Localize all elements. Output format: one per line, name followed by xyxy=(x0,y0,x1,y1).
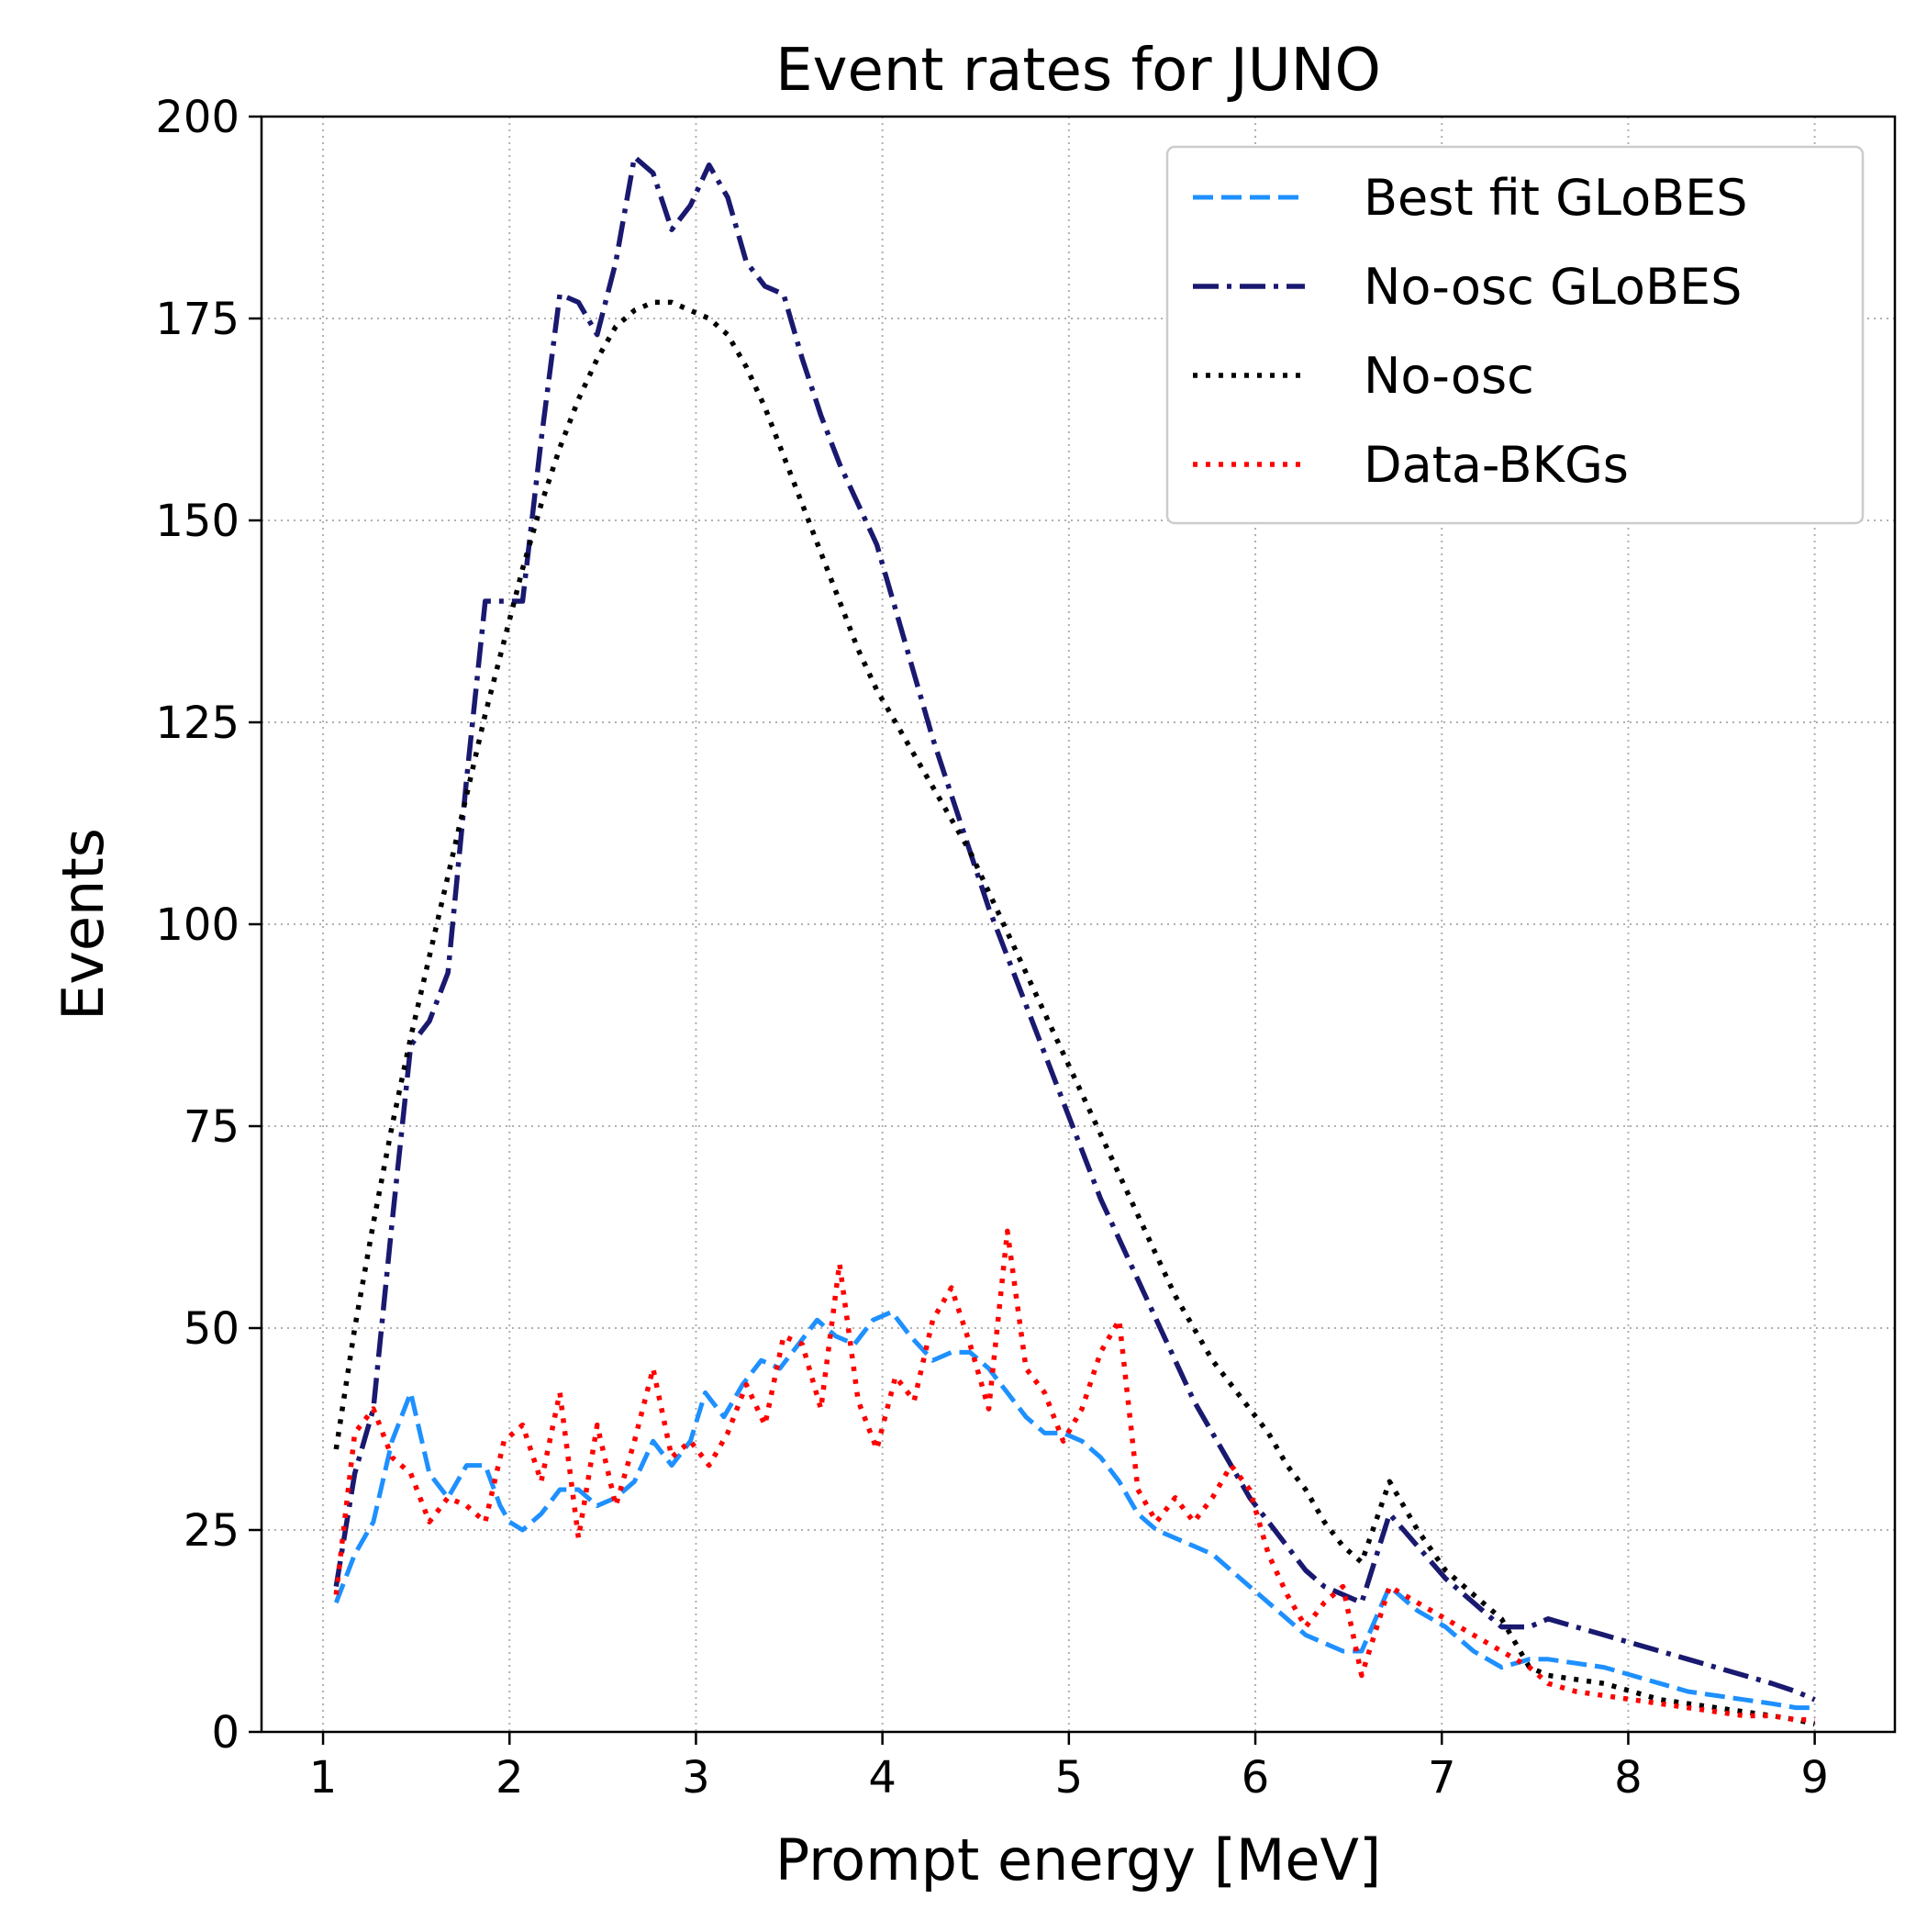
y-tick-label: 150 xyxy=(155,496,239,547)
legend-label: Best fit GLoBES xyxy=(1364,169,1748,227)
axis-ticks: 1 2 3 4 5 6 7 8 9 0 25 50 75 100 125 150 175 200 xyxy=(155,92,1829,1804)
x-tick-label: 6 xyxy=(1242,1752,1270,1804)
series-line-no-osc-globes xyxy=(333,154,1816,1703)
y-tick-label: 25 xyxy=(184,1505,239,1557)
x-tick-label: 5 xyxy=(1055,1752,1084,1804)
series-line-best-fit-globes xyxy=(333,1309,1815,1711)
x-axis-label: Prompt energy [MeV] xyxy=(775,1826,1381,1893)
x-tick-label: 7 xyxy=(1428,1752,1456,1804)
legend-label: No-osc xyxy=(1364,347,1534,405)
y-tick-label: 0 xyxy=(211,1707,239,1759)
y-tick-label: 100 xyxy=(155,899,239,951)
chart-title: Event rates for JUNO xyxy=(775,37,1381,105)
y-axis-label: Events xyxy=(50,828,117,1021)
x-tick-label: 4 xyxy=(868,1752,897,1804)
data-series xyxy=(333,154,1816,1726)
series-line-data-bkgs xyxy=(333,1228,1815,1723)
x-tick-label: 3 xyxy=(682,1752,710,1804)
x-tick-label: 1 xyxy=(309,1752,338,1804)
legend-label: No-osc GLoBES xyxy=(1364,258,1742,316)
legend-box xyxy=(1165,145,1865,525)
x-tick-label: 9 xyxy=(1800,1752,1829,1804)
y-tick-label: 125 xyxy=(155,698,239,749)
y-tick-label: 200 xyxy=(155,92,239,143)
y-tick-label: 50 xyxy=(184,1303,239,1355)
series-line-no-osc xyxy=(333,299,1816,1726)
legend-label: Data-BKGs xyxy=(1364,436,1629,494)
y-tick-label: 75 xyxy=(184,1101,239,1153)
legend-entries: Best fit GLoBES No-osc GLoBES No-osc Data-B… xyxy=(1193,169,1748,494)
x-tick-label: 8 xyxy=(1614,1752,1643,1804)
x-tick-label: 2 xyxy=(496,1752,524,1804)
legend: Best fit GLoBES No-osc GLoBES No-osc Data-B… xyxy=(1165,145,1865,525)
y-tick-label: 175 xyxy=(155,294,239,345)
